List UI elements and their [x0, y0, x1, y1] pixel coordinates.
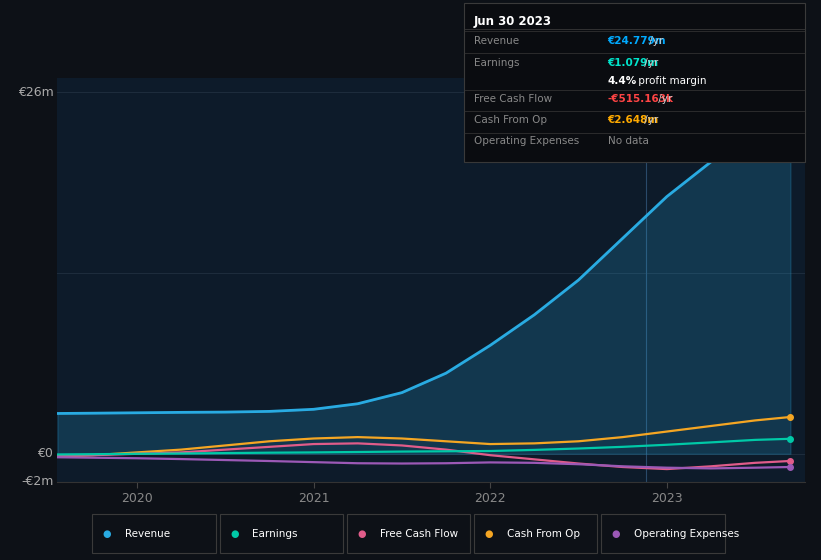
- Text: Free Cash Flow: Free Cash Flow: [380, 529, 458, 539]
- Text: 4.4%: 4.4%: [608, 76, 637, 86]
- Text: Earnings: Earnings: [253, 529, 298, 539]
- Text: €2.648m: €2.648m: [608, 115, 658, 125]
- Text: /yr: /yr: [655, 94, 672, 104]
- Text: Free Cash Flow: Free Cash Flow: [474, 94, 552, 104]
- Text: ●: ●: [484, 529, 493, 539]
- Text: /yr: /yr: [641, 58, 658, 68]
- Text: Operating Expenses: Operating Expenses: [635, 529, 740, 539]
- Text: €1.079m: €1.079m: [608, 58, 658, 68]
- Text: Cash From Op: Cash From Op: [474, 115, 547, 125]
- Text: Operating Expenses: Operating Expenses: [474, 136, 579, 146]
- Text: /yr: /yr: [641, 115, 658, 125]
- Text: €26m: €26m: [17, 86, 53, 99]
- Text: Revenue: Revenue: [125, 529, 170, 539]
- Text: ●: ●: [357, 529, 366, 539]
- Text: €24.779m: €24.779m: [608, 36, 666, 46]
- Text: Revenue: Revenue: [474, 36, 519, 46]
- Text: ●: ●: [103, 529, 112, 539]
- Text: ●: ●: [612, 529, 621, 539]
- Text: ●: ●: [230, 529, 239, 539]
- Text: /yr: /yr: [645, 36, 663, 46]
- Text: No data: No data: [608, 136, 649, 146]
- Text: -€2m: -€2m: [21, 475, 53, 488]
- Text: -€515.163k: -€515.163k: [608, 94, 673, 104]
- Text: Cash From Op: Cash From Op: [507, 529, 580, 539]
- Text: €0: €0: [38, 447, 53, 460]
- Text: profit margin: profit margin: [635, 76, 706, 86]
- Text: Jun 30 2023: Jun 30 2023: [474, 15, 552, 28]
- Text: Earnings: Earnings: [474, 58, 519, 68]
